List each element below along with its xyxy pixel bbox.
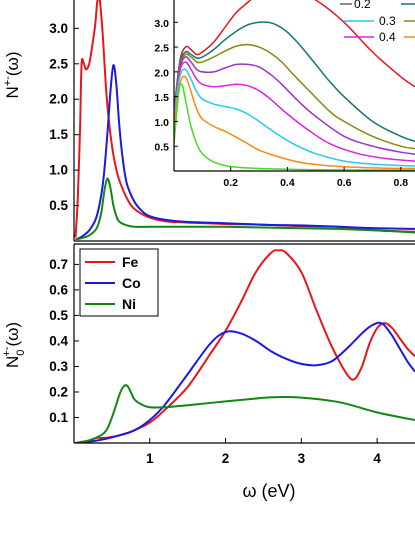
bottom-y-tick-label: 0.2 (49, 384, 68, 399)
top-y-tick-label: 2.5 (49, 56, 68, 71)
inset-series-line-5 (174, 68, 415, 167)
bottom-x-tick-label: 3 (298, 451, 306, 466)
bottom-x-axis-label: ω (eV) (242, 481, 295, 501)
inset-series-line-2 (174, 43, 415, 150)
top-y-axis-label: N+-(ω) (2, 52, 22, 99)
bottom-y-axis-label: N0+-(ω) (1, 322, 27, 368)
inset-plot-area (174, 0, 415, 171)
bottom-x-tick-label: 1 (146, 451, 154, 466)
inset-y-tick-label: 1.0 (154, 117, 169, 129)
inset-series-line-4 (174, 61, 415, 162)
bottom-series-line-1 (75, 321, 415, 443)
legend-label-co: Co (122, 275, 141, 291)
bottom-panel: 0.1 0.2 0.3 0.4 0.5 0.6 0.7 1 2 3 4 Fe Co Ni N0+-… (1, 243, 415, 501)
inset-x-ticks: 0.2 0.4 0.6 0.8 (223, 167, 408, 189)
top-plot-area (74, 0, 415, 240)
top-y-ticks: 0.5 1.0 1.5 2.0 2.5 3.0 (49, 21, 79, 213)
bottom-y-tick-label: 0.5 (49, 308, 68, 323)
inset-y-tick-label: 0.5 (154, 142, 169, 154)
bottom-y-tick-label: 0.7 (49, 257, 68, 272)
top-series-line-1 (75, 64, 415, 240)
bottom-x-ticks: 1 2 3 4 (146, 438, 381, 466)
bottom-y-ticks: 0.1 0.2 0.3 0.4 0.5 0.6 0.7 (49, 257, 79, 425)
top-panel: 0.5 1.0 1.5 2.0 2.5 3.0 N+-(ω) (2, 0, 415, 242)
inset-y-tick-label: 2.5 (154, 43, 169, 55)
inset-legend: 0.2 0.3 0.4 (340, 0, 415, 44)
top-y-tick-label: 1.5 (49, 127, 68, 142)
inset-panel: 0.5 1.0 1.5 2.0 2.5 3.0 0.2 0.4 0.6 0.8 0.2 0.3 … (154, 0, 415, 189)
bottom-x-tick-label: 2 (222, 451, 230, 466)
top-y-tick-label: 2.0 (49, 92, 68, 107)
inset-x-tick-label: 0.4 (280, 177, 295, 189)
bottom-y-tick-label: 0.4 (49, 333, 68, 348)
inset-series-line-1 (174, 21, 415, 143)
inset-y-tick-label: 3.0 (154, 18, 169, 30)
inset-x-tick-label: 0.6 (337, 177, 352, 189)
bottom-plot-area (75, 249, 415, 443)
inset-legend-label-0.4: 0.4 (379, 30, 396, 44)
inset-series-line-7 (174, 83, 415, 171)
top-y-tick-label: 3.0 (49, 21, 68, 36)
inset-background (174, 0, 415, 171)
legend-label-fe: Fe (122, 254, 139, 270)
inset-series-line-6 (174, 75, 415, 170)
bottom-y-tick-label: 0.6 (49, 282, 68, 297)
inset-y-tick-label: 2.0 (154, 67, 169, 79)
bottom-y-tick-label: 0.3 (49, 359, 68, 374)
bottom-legend: Fe Co Ni (79, 248, 159, 317)
inset-legend-partial-label: 0.2 (354, 0, 371, 11)
inset-x-tick-label: 0.8 (394, 177, 409, 189)
bottom-y-tick-label: 0.1 (49, 410, 68, 425)
bottom-x-tick-label: 4 (373, 451, 381, 466)
inset-legend-label-0.3: 0.3 (379, 14, 396, 28)
top-y-tick-label: 1.0 (49, 163, 68, 178)
top-series-line-2 (75, 177, 415, 240)
legend-label-ni: Ni (122, 296, 136, 312)
inset-series-line-3 (174, 56, 415, 155)
top-y-tick-label: 0.5 (49, 198, 68, 213)
inset-x-tick-label: 0.2 (223, 177, 238, 189)
inset-y-ticks: 0.5 1.0 1.5 2.0 2.5 3.0 (154, 18, 178, 154)
inset-series-line-0 (174, 0, 415, 112)
bottom-series-line-2 (75, 384, 415, 443)
inset-y-tick-label: 1.5 (154, 92, 169, 104)
